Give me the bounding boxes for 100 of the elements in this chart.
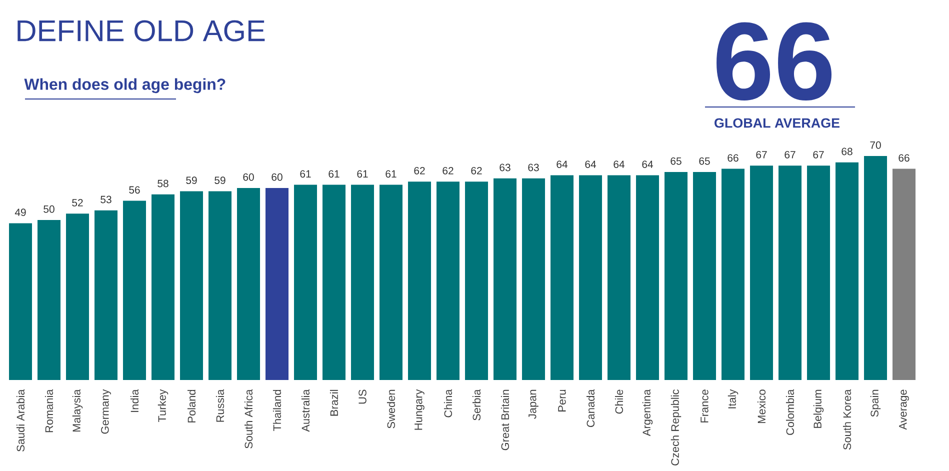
x-tick-label: Japan	[528, 390, 538, 419]
bar	[864, 156, 888, 380]
x-tick-label: South Africa	[244, 389, 253, 448]
bar	[322, 184, 346, 380]
data-label: 61	[357, 170, 368, 178]
x-tick-label: Czech Republic	[670, 390, 682, 466]
x-tick-label: Italy	[728, 389, 738, 408]
bar	[294, 184, 318, 380]
data-label: 59	[214, 176, 226, 184]
data-label: 66	[898, 154, 910, 162]
x-tick-label: Belgium	[813, 390, 824, 428]
data-label: 67	[756, 151, 767, 158]
bar	[152, 194, 175, 380]
data-label: 65	[670, 157, 682, 165]
x-tick-label: Romania	[44, 389, 54, 432]
bar	[436, 182, 460, 380]
data-label: 60	[272, 173, 282, 181]
bar	[750, 166, 774, 380]
data-label: 65	[699, 157, 710, 165]
data-label: 68	[842, 148, 852, 156]
data-label: 62	[442, 167, 454, 174]
x-tick-label: Serbia	[472, 389, 481, 420]
data-label: 63	[528, 164, 539, 172]
data-label: 61	[386, 170, 396, 178]
data-label: 64	[556, 160, 568, 168]
text: 66	[716, 22, 832, 100]
bar	[351, 184, 374, 380]
bar	[237, 188, 260, 380]
bar	[380, 184, 403, 380]
data-label: 50	[44, 205, 54, 213]
bar	[550, 175, 574, 380]
x-tick-label: Spain	[870, 390, 881, 417]
x-tick-label: South Korea	[842, 389, 852, 450]
x-tick-label: Thailand	[272, 390, 282, 431]
bar	[579, 175, 602, 380]
bar	[9, 223, 32, 380]
x-tick-label: India	[130, 389, 139, 412]
bar	[408, 182, 432, 380]
x-tick-label: Chile	[614, 390, 624, 414]
x-tick-label: Poland	[187, 390, 196, 422]
text: GLOBAL AVERAGE	[714, 118, 840, 128]
bar	[522, 178, 546, 380]
data-label: 64	[614, 160, 625, 168]
x-tick-label: Mexico	[757, 390, 766, 424]
bar	[778, 166, 802, 380]
x-tick-label: Turkey	[158, 389, 168, 422]
chart-title: DEFINE OLD AGE	[18, 20, 265, 42]
chart-subtitle: When does old age begin?	[24, 78, 226, 94]
bar	[66, 214, 89, 380]
bar	[123, 200, 146, 380]
data-label: 63	[500, 164, 510, 172]
data-label: 52	[72, 199, 83, 206]
data-label: 70	[870, 141, 881, 149]
x-tick-label: Germany	[101, 389, 111, 434]
x-tick-label: Brazil	[330, 390, 338, 416]
bar	[38, 220, 60, 380]
bar	[266, 188, 289, 380]
bar	[94, 210, 118, 380]
bar	[807, 166, 830, 380]
x-tick-label: Sweden	[386, 390, 396, 428]
bar	[836, 162, 859, 380]
x-tick-label: Malaysia	[72, 389, 83, 432]
x-tick-label: Hungary	[414, 389, 424, 430]
data-label: 62	[414, 167, 425, 174]
bar	[892, 168, 916, 380]
x-tick-label: France	[700, 390, 708, 422]
x-tick-label: China	[444, 389, 452, 418]
bar	[722, 168, 745, 380]
data-label: 67	[784, 151, 796, 158]
data-label: 61	[328, 170, 340, 178]
data-label: 67	[813, 151, 824, 158]
bar	[693, 172, 716, 380]
data-label: 58	[158, 180, 168, 188]
x-tick-label: Peru	[558, 390, 566, 412]
data-label: 53	[100, 196, 112, 204]
x-tick-label: Great Britain	[500, 390, 510, 450]
bar	[608, 175, 631, 380]
bar	[494, 178, 517, 380]
data-label: 60	[243, 173, 254, 181]
x-tick-label: Russia	[216, 389, 224, 422]
x-tick-label: Saudi Arabia	[16, 389, 25, 452]
data-label: 56	[129, 186, 140, 194]
bar	[180, 191, 204, 380]
x-tick-label: Colombia	[786, 389, 794, 435]
data-label: 66	[728, 154, 738, 162]
x-tick-label: Canada	[586, 389, 595, 428]
bar	[208, 191, 232, 380]
data-label: 61	[300, 170, 311, 178]
x-tick-label: US	[358, 390, 366, 404]
data-label: 49	[14, 208, 26, 216]
data-label: 64	[642, 160, 654, 168]
x-tick-label: Average	[899, 390, 909, 430]
bar	[465, 182, 488, 380]
x-tick-label: Argentina	[642, 389, 653, 436]
x-tick-label: Australia	[301, 389, 310, 432]
bar	[664, 172, 688, 380]
data-label: 59	[186, 176, 197, 184]
data-label: 64	[585, 160, 596, 168]
bar	[636, 175, 660, 380]
data-label: 62	[471, 167, 482, 174]
